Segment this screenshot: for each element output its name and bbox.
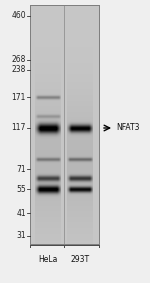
Text: 117: 117 bbox=[12, 123, 26, 132]
Text: 71: 71 bbox=[16, 164, 26, 173]
Text: kDa: kDa bbox=[9, 0, 26, 1]
Text: 41: 41 bbox=[16, 209, 26, 218]
Text: HeLa: HeLa bbox=[38, 255, 58, 264]
Text: 460: 460 bbox=[11, 12, 26, 20]
Text: 268: 268 bbox=[12, 55, 26, 65]
Text: 238: 238 bbox=[12, 65, 26, 74]
Text: 293T: 293T bbox=[70, 255, 90, 264]
Text: 171: 171 bbox=[12, 93, 26, 102]
Text: 55: 55 bbox=[16, 185, 26, 194]
Text: 31: 31 bbox=[16, 231, 26, 241]
Text: NFAT3: NFAT3 bbox=[116, 123, 140, 132]
